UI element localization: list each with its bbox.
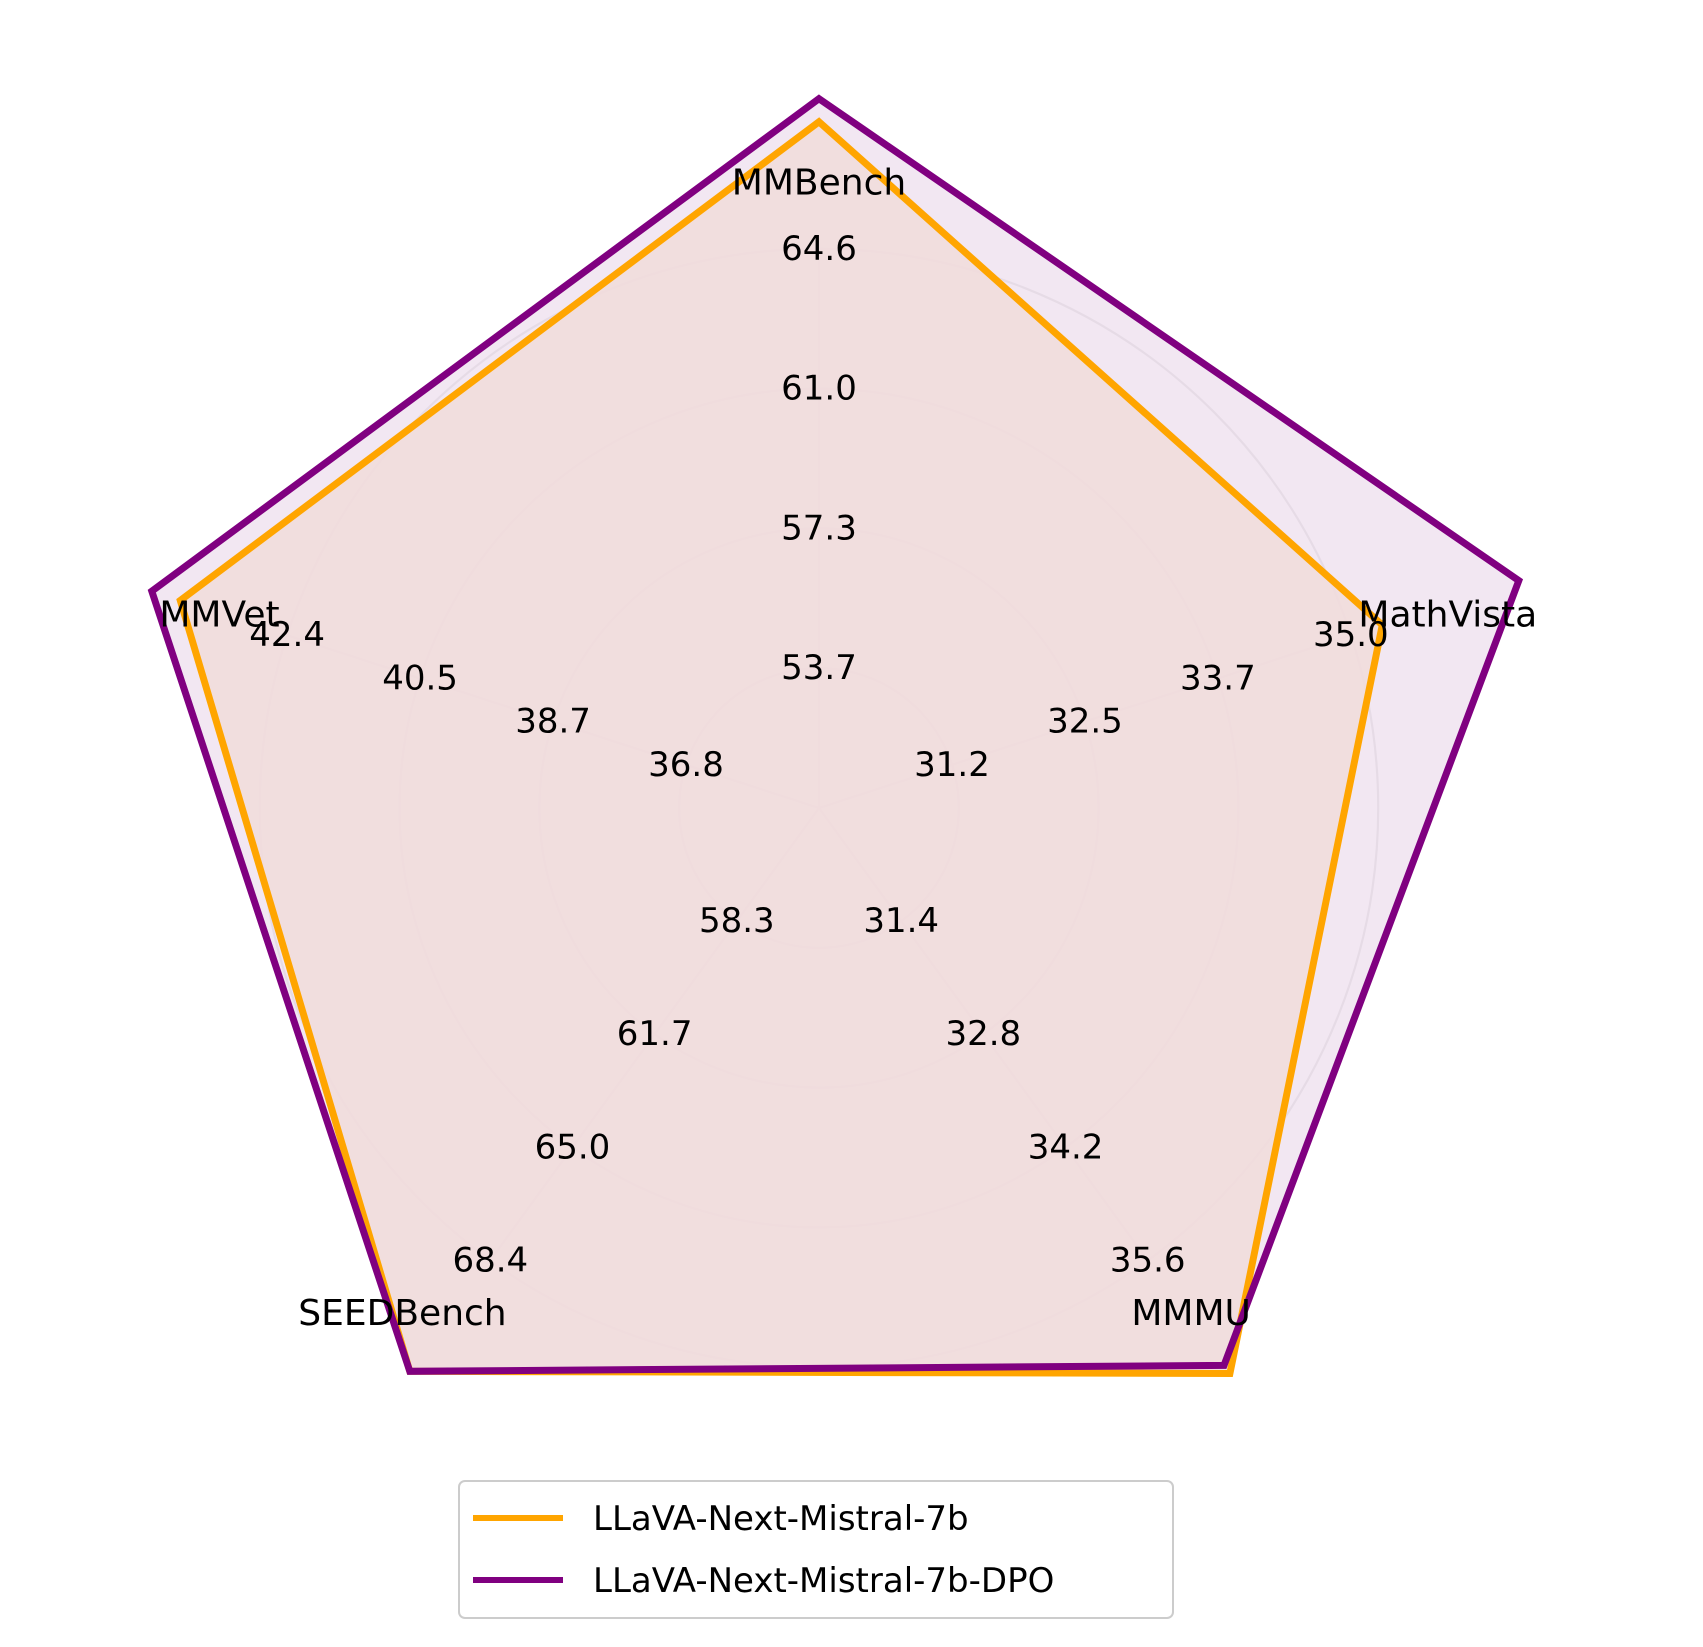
tick-label-mathvista-2: 33.7 (1180, 658, 1256, 698)
axis-label-mathvista: MathVista (1358, 594, 1537, 635)
axis-label-mmvet: MMVet (159, 594, 279, 635)
axis-label-seedbench: SEEDBench (298, 1293, 506, 1334)
tick-label-mathvista-3: 35.0 (1313, 615, 1389, 655)
tick-label-mmvet-2: 40.5 (382, 658, 458, 698)
series-line-llava-next-mistral-7b-dpo (147, 94, 1524, 1375)
axis-label-mmbench: MMBench (732, 163, 906, 204)
series-fill-llava-next-mistral-7b (180, 121, 1383, 1374)
tick-label-seedbench-0: 58.3 (699, 901, 775, 941)
legend-label-series-1: LLaVA-Next-Mistral-7b-DPO (593, 1561, 1054, 1601)
tick-label-mmbench-3: 64.6 (781, 229, 857, 269)
tick-label-seedbench-3: 68.4 (452, 1240, 528, 1280)
tick-label-mmmu-2: 34.2 (1028, 1127, 1104, 1167)
legend-label-series-0: LLaVA-Next-Mistral-7b (593, 1499, 969, 1539)
series-fills (151, 98, 1519, 1374)
tick-label-mmvet-3: 42.4 (249, 615, 325, 655)
tick-label-mmvet-1: 38.7 (515, 702, 591, 742)
tick-label-mmbench-1: 57.3 (781, 508, 857, 548)
series-lines (147, 94, 1524, 1378)
tick-label-mmvet-0: 36.8 (648, 745, 724, 785)
tick-label-mmmu-1: 32.8 (945, 1014, 1021, 1054)
tick-label-seedbench-2: 65.0 (535, 1127, 611, 1167)
tick-label-seedbench-1: 61.7 (617, 1014, 693, 1054)
tick-label-mmbench-2: 61.0 (781, 369, 857, 409)
series-line-llava-next-mistral-7b (176, 117, 1387, 1378)
tick-label-mathvista-0: 31.2 (914, 745, 990, 785)
tick-label-mmmu-3: 35.6 (1110, 1240, 1186, 1280)
legend-frame (458, 1480, 1174, 1619)
tick-label-mmbench-0: 53.7 (781, 648, 857, 688)
axis-label-mmmu: MMMU (1131, 1293, 1251, 1334)
legend: LLaVA-Next-Mistral-7b LLaVA-Next-Mistral… (458, 1480, 1174, 1619)
tick-labels: 53.7 57.3 61.0 64.6 31.2 32.5 33.7 35.0 31.4 32.8… (249, 229, 1388, 1281)
tick-label-mmmu-0: 31.4 (863, 901, 939, 941)
tick-label-mathvista-1: 32.5 (1047, 702, 1123, 742)
axis-labels: MMBench MathVista MMMU SEEDBench MMVet (159, 163, 1537, 1335)
